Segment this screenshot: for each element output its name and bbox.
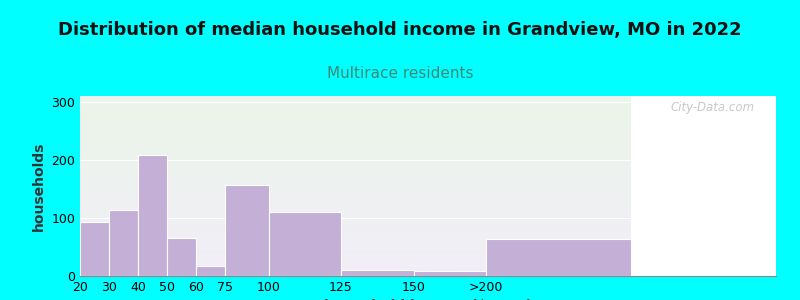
X-axis label: household income ($1000): household income ($1000) (324, 299, 532, 300)
Bar (80, 222, 109, 276)
Bar (196, 266, 225, 276)
Bar (414, 272, 486, 276)
Text: City-Data.com: City-Data.com (671, 101, 755, 114)
Bar (269, 212, 341, 276)
Text: Distribution of median household income in Grandview, MO in 2022: Distribution of median household income … (58, 21, 742, 39)
Bar (341, 270, 414, 276)
Y-axis label: households: households (32, 141, 46, 231)
Text: Multirace residents: Multirace residents (326, 66, 474, 81)
Bar (138, 155, 167, 276)
Bar (486, 239, 631, 276)
Bar (109, 210, 138, 276)
Bar (225, 185, 269, 276)
Bar (167, 238, 196, 276)
